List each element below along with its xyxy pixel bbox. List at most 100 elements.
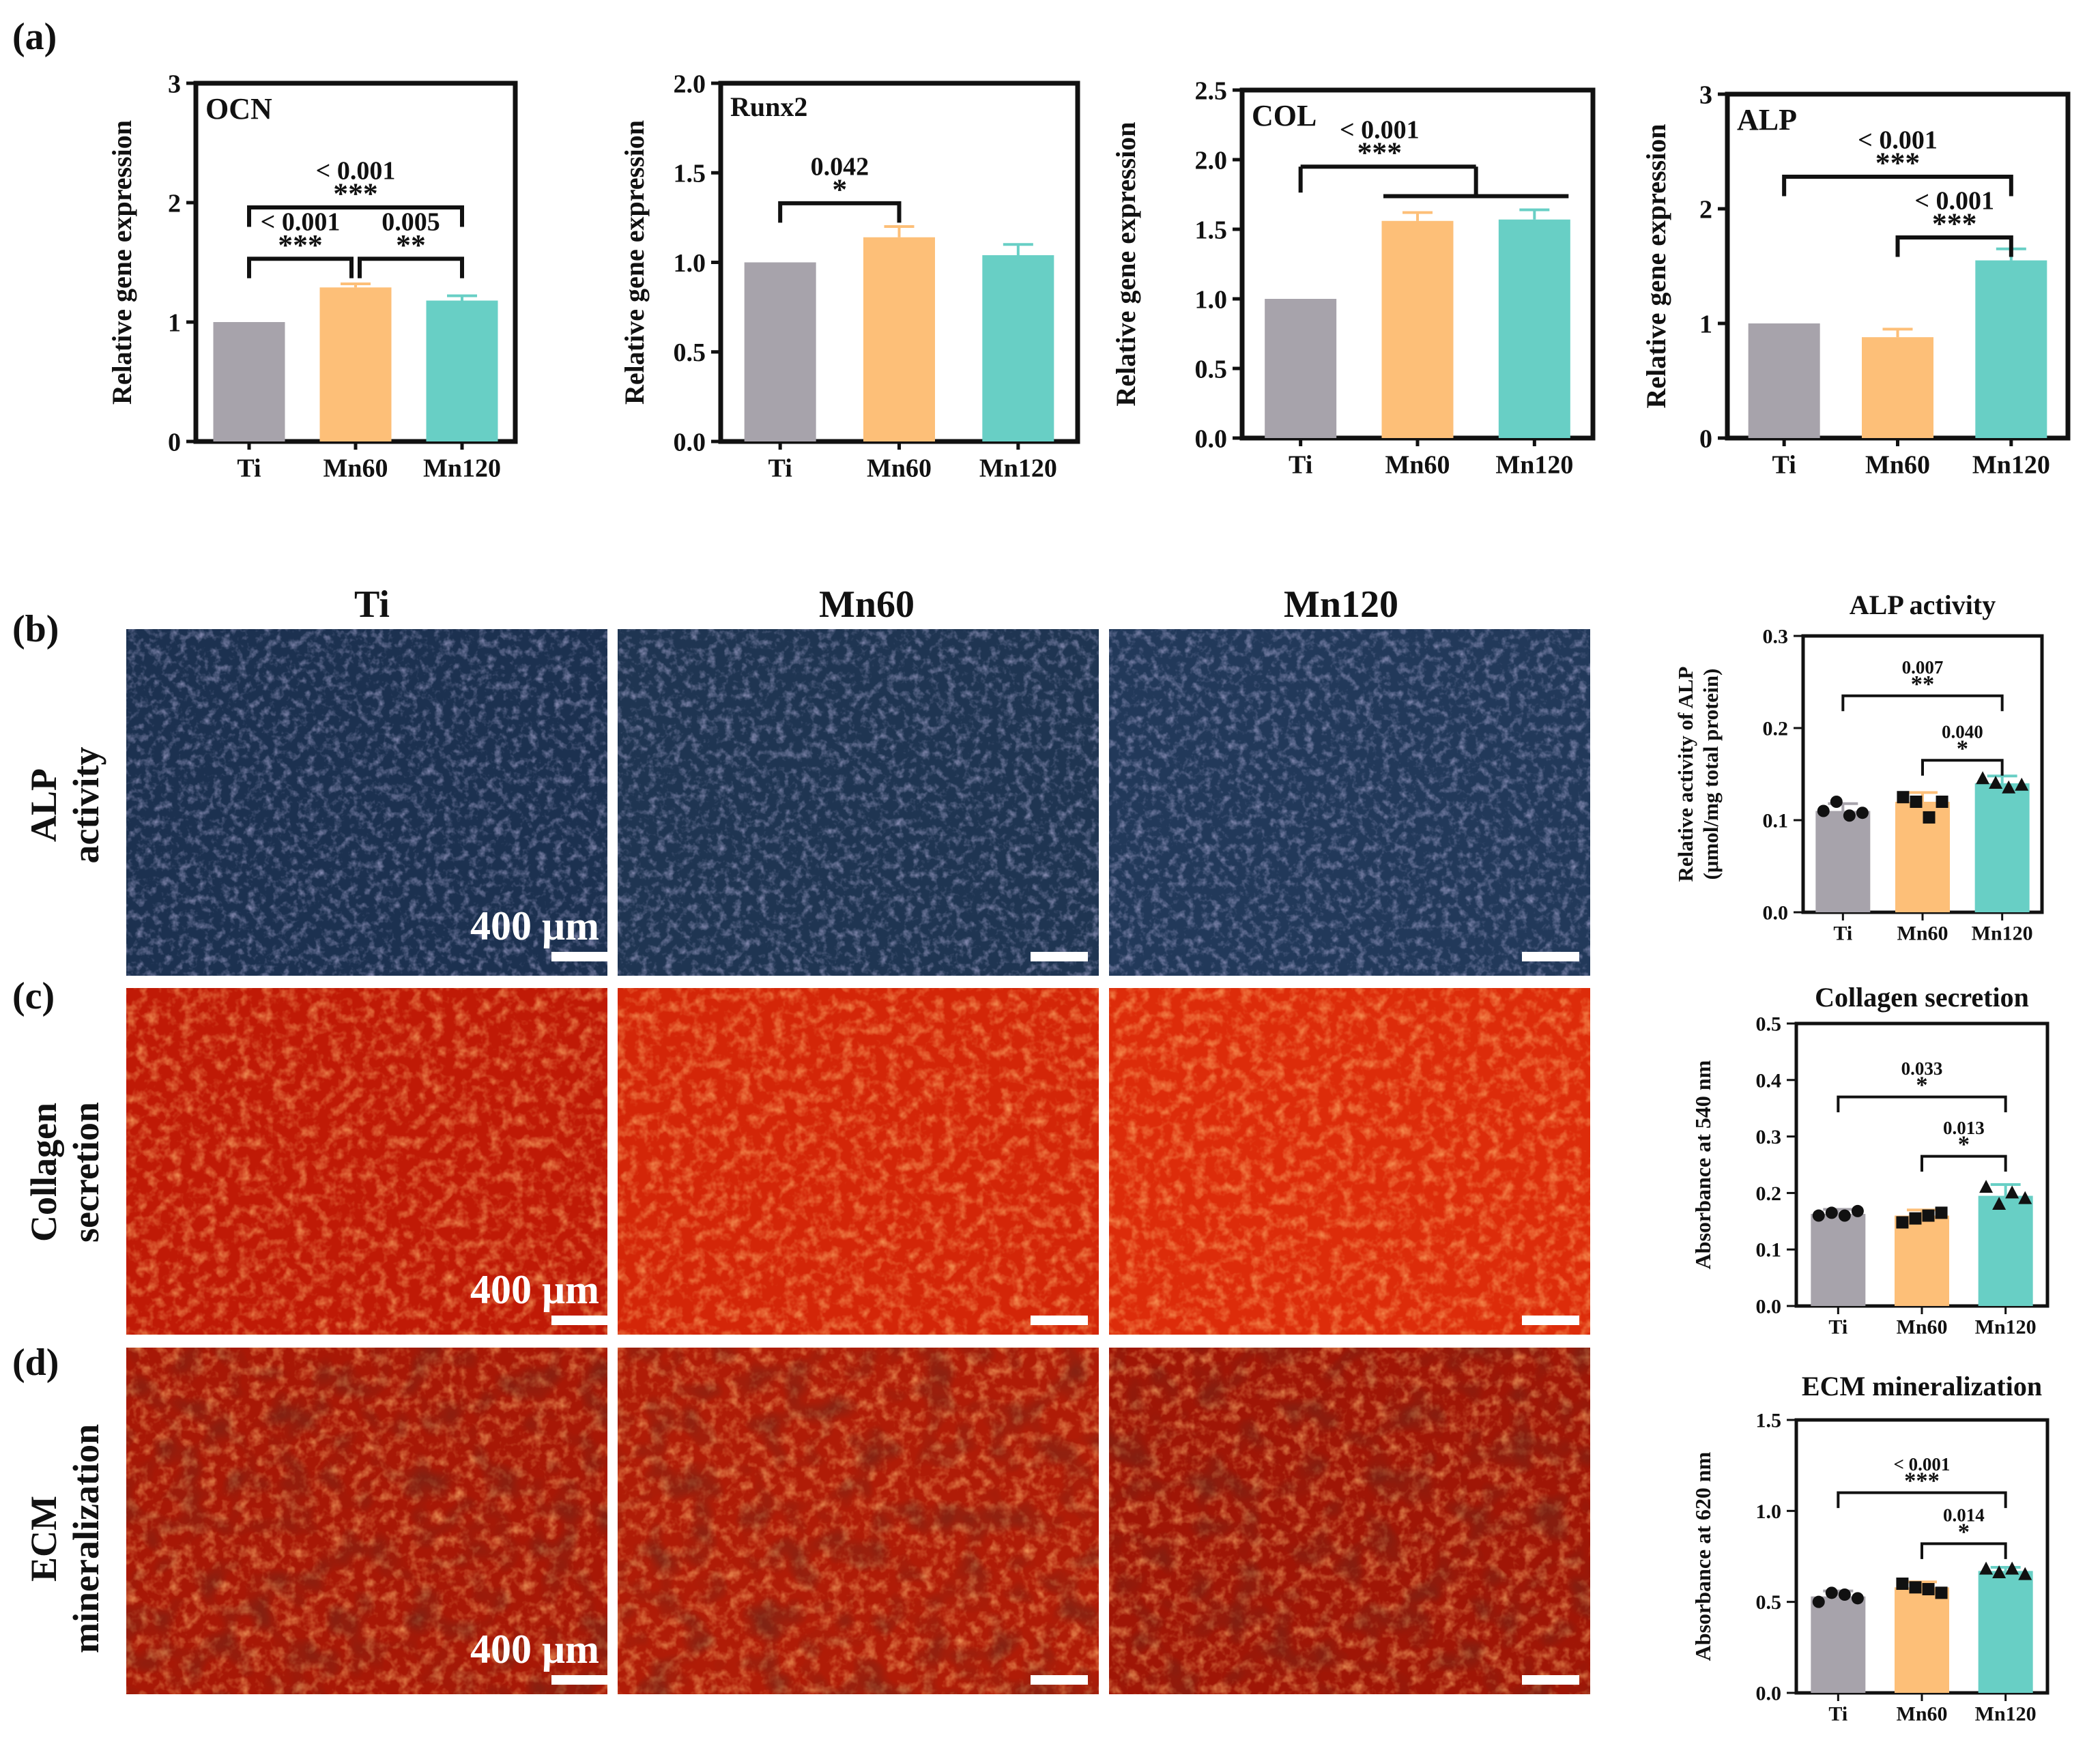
bar-mn60 — [863, 237, 935, 441]
bar-ti — [1815, 811, 1871, 912]
data-point — [1825, 1206, 1838, 1219]
x-tick-label: Mn60 — [1865, 450, 1930, 479]
micrograph-alp-ti: 400 μm — [126, 629, 609, 976]
y-tick-label: 1 — [1699, 310, 1712, 338]
y-tick-label: 0.0 — [1756, 1296, 1782, 1318]
y-tick-label: 0.3 — [1756, 1126, 1782, 1148]
data-point — [1856, 807, 1869, 819]
svg-text:Relative gene expression: Relative gene expression — [1641, 124, 1671, 409]
significance-stars: * — [832, 173, 847, 206]
svg-text:Relative gene expression: Relative gene expression — [106, 120, 137, 405]
svg-text:ALP: ALP — [23, 768, 64, 842]
p-value-label: 0.013 — [1943, 1118, 1985, 1138]
data-point — [1979, 1561, 1994, 1575]
data-point — [1922, 1583, 1935, 1595]
scale-bar — [1031, 952, 1088, 961]
data-point — [1812, 1209, 1825, 1222]
x-tick-label: Mn120 — [1975, 1316, 2037, 1339]
bar-ti — [1748, 323, 1820, 438]
row-title-collagen: Collagen secretion — [23, 1102, 106, 1243]
significance-stars: * — [1957, 736, 1968, 761]
y-tick-label: 1.0 — [674, 249, 706, 278]
bar-mn60 — [1895, 1587, 1949, 1693]
bar-mn60 — [1895, 802, 1950, 912]
data-point — [1935, 1206, 1948, 1219]
chart-title: ECM mineralization — [1802, 1371, 2042, 1402]
data-point — [2005, 1561, 2019, 1575]
x-tick-label: Mn60 — [1897, 1316, 1948, 1339]
p-value-label: 0.005 — [382, 208, 440, 237]
y-tick-label: 0.0 — [1195, 424, 1228, 453]
significance-stars: *** — [1875, 147, 1921, 179]
chart-alp_activity: 0.0 0.1 0.2 0.3 Ti Mn60 Mn120 ALP activity Relat… — [1673, 590, 2044, 945]
data-point — [1923, 811, 1936, 824]
y-tick-label: 1.0 — [1756, 1500, 1782, 1523]
chart-ocn: 0 1 2 3 Ti Mn60 Mn120 OCN Relative gene expressi… — [106, 70, 518, 482]
bar-ti — [1265, 299, 1337, 438]
chart-ecm: 0.0 0.5 1.0 1.5 Ti Mn60 Mn120 ECM mineralizatio… — [1691, 1371, 2049, 1726]
column-title-mn120: Mn120 — [1284, 583, 1398, 626]
p-value-label: 0.007 — [1902, 657, 1944, 678]
data-point — [2015, 777, 2029, 791]
bracket-line — [1921, 759, 2004, 776]
y-tick-label: 0.5 — [1756, 1013, 1782, 1036]
chart-alp_gene: 0 1 2 3 Ti Mn60 Mn120 ALP Relative gene expressi… — [1641, 81, 2071, 479]
y-tick-label: 2.0 — [674, 70, 706, 98]
svg-text:Collagen: Collagen — [23, 1103, 64, 1242]
data-point — [1851, 1204, 1864, 1217]
row-title-ecm: ECM mineralization — [23, 1424, 106, 1653]
panel-label-b: (b) — [12, 608, 59, 650]
x-tick-label: Mn120 — [979, 454, 1057, 482]
y-tick-label: 0.4 — [1756, 1069, 1782, 1092]
data-point — [1989, 776, 2003, 789]
micrograph-collagen-mn120 — [1109, 988, 1590, 1335]
data-point — [1851, 1592, 1864, 1605]
data-point — [2018, 1191, 2032, 1204]
scale-bar — [551, 1316, 609, 1325]
svg-text:Absorbance at 540 nm: Absorbance at 540 nm — [1691, 1060, 1715, 1269]
y-tick-label: 0.0 — [674, 428, 706, 456]
y-axis-label: Relative gene expression — [1110, 122, 1141, 407]
x-tick-label: Mn120 — [1975, 1703, 2037, 1726]
bracket-line — [1841, 694, 2004, 712]
y-tick-label: 3 — [1699, 81, 1712, 109]
y-tick-label: 2.5 — [1195, 76, 1228, 105]
svg-text:Relative gene expression: Relative gene expression — [1110, 122, 1141, 407]
p-value-label: < 0.001 — [261, 208, 341, 237]
data-point — [1979, 1180, 1994, 1193]
bar-ti — [1811, 1214, 1866, 1306]
y-axis-label: Relative gene expression — [1641, 124, 1671, 409]
data-point — [1812, 1595, 1825, 1608]
p-value-label: 0.014 — [1943, 1505, 1985, 1526]
bar-mn120 — [1974, 783, 2030, 912]
scale-bar — [1522, 952, 1579, 961]
significance-stars: * — [1958, 1132, 1970, 1158]
chart-collagen: 0.0 0.1 0.2 0.3 0.4 0.5 Ti Mn60 Mn120 Collagen se… — [1691, 982, 2049, 1339]
p-value-label: < 0.001 — [1858, 126, 1938, 154]
bracket-line — [1782, 174, 2013, 197]
scale-bar — [551, 1675, 609, 1685]
significance-stars: *** — [278, 229, 323, 261]
data-point — [1896, 1216, 1909, 1229]
y-tick-label: 2.0 — [1195, 146, 1228, 175]
bar-ti — [744, 262, 816, 441]
chart-col: 0.0 0.5 1.0 1.5 2.0 2.5 Ti Mn60 Mn120 COL Relative… — [1110, 76, 1596, 479]
significance-stars: * — [1916, 1073, 1927, 1099]
significance-stars: ** — [1911, 671, 1935, 697]
data-point — [1830, 796, 1843, 808]
micrograph-alp-mn60 — [618, 629, 1099, 976]
micrograph-alp-mn120 — [1109, 629, 1590, 976]
data-point — [1935, 1586, 1948, 1599]
svg-text:secretion: secretion — [66, 1102, 106, 1243]
y-axis-label: Absorbance at 540 nm — [1691, 1060, 1715, 1269]
y-tick-label: 0 — [1699, 424, 1712, 453]
svg-text:Relative activity of ALP: Relative activity of ALP — [1673, 666, 1697, 882]
bar-mn60 — [1862, 337, 1933, 438]
y-tick-label: 0.1 — [1763, 810, 1789, 832]
bracket-line — [247, 205, 464, 227]
scale-bar-label: 400 μm — [470, 1267, 599, 1312]
p-value-label: < 0.001 — [1914, 186, 1994, 215]
scale-bar — [1031, 1316, 1088, 1325]
y-tick-label: 0.5 — [1756, 1591, 1782, 1614]
data-point — [1910, 796, 1923, 808]
